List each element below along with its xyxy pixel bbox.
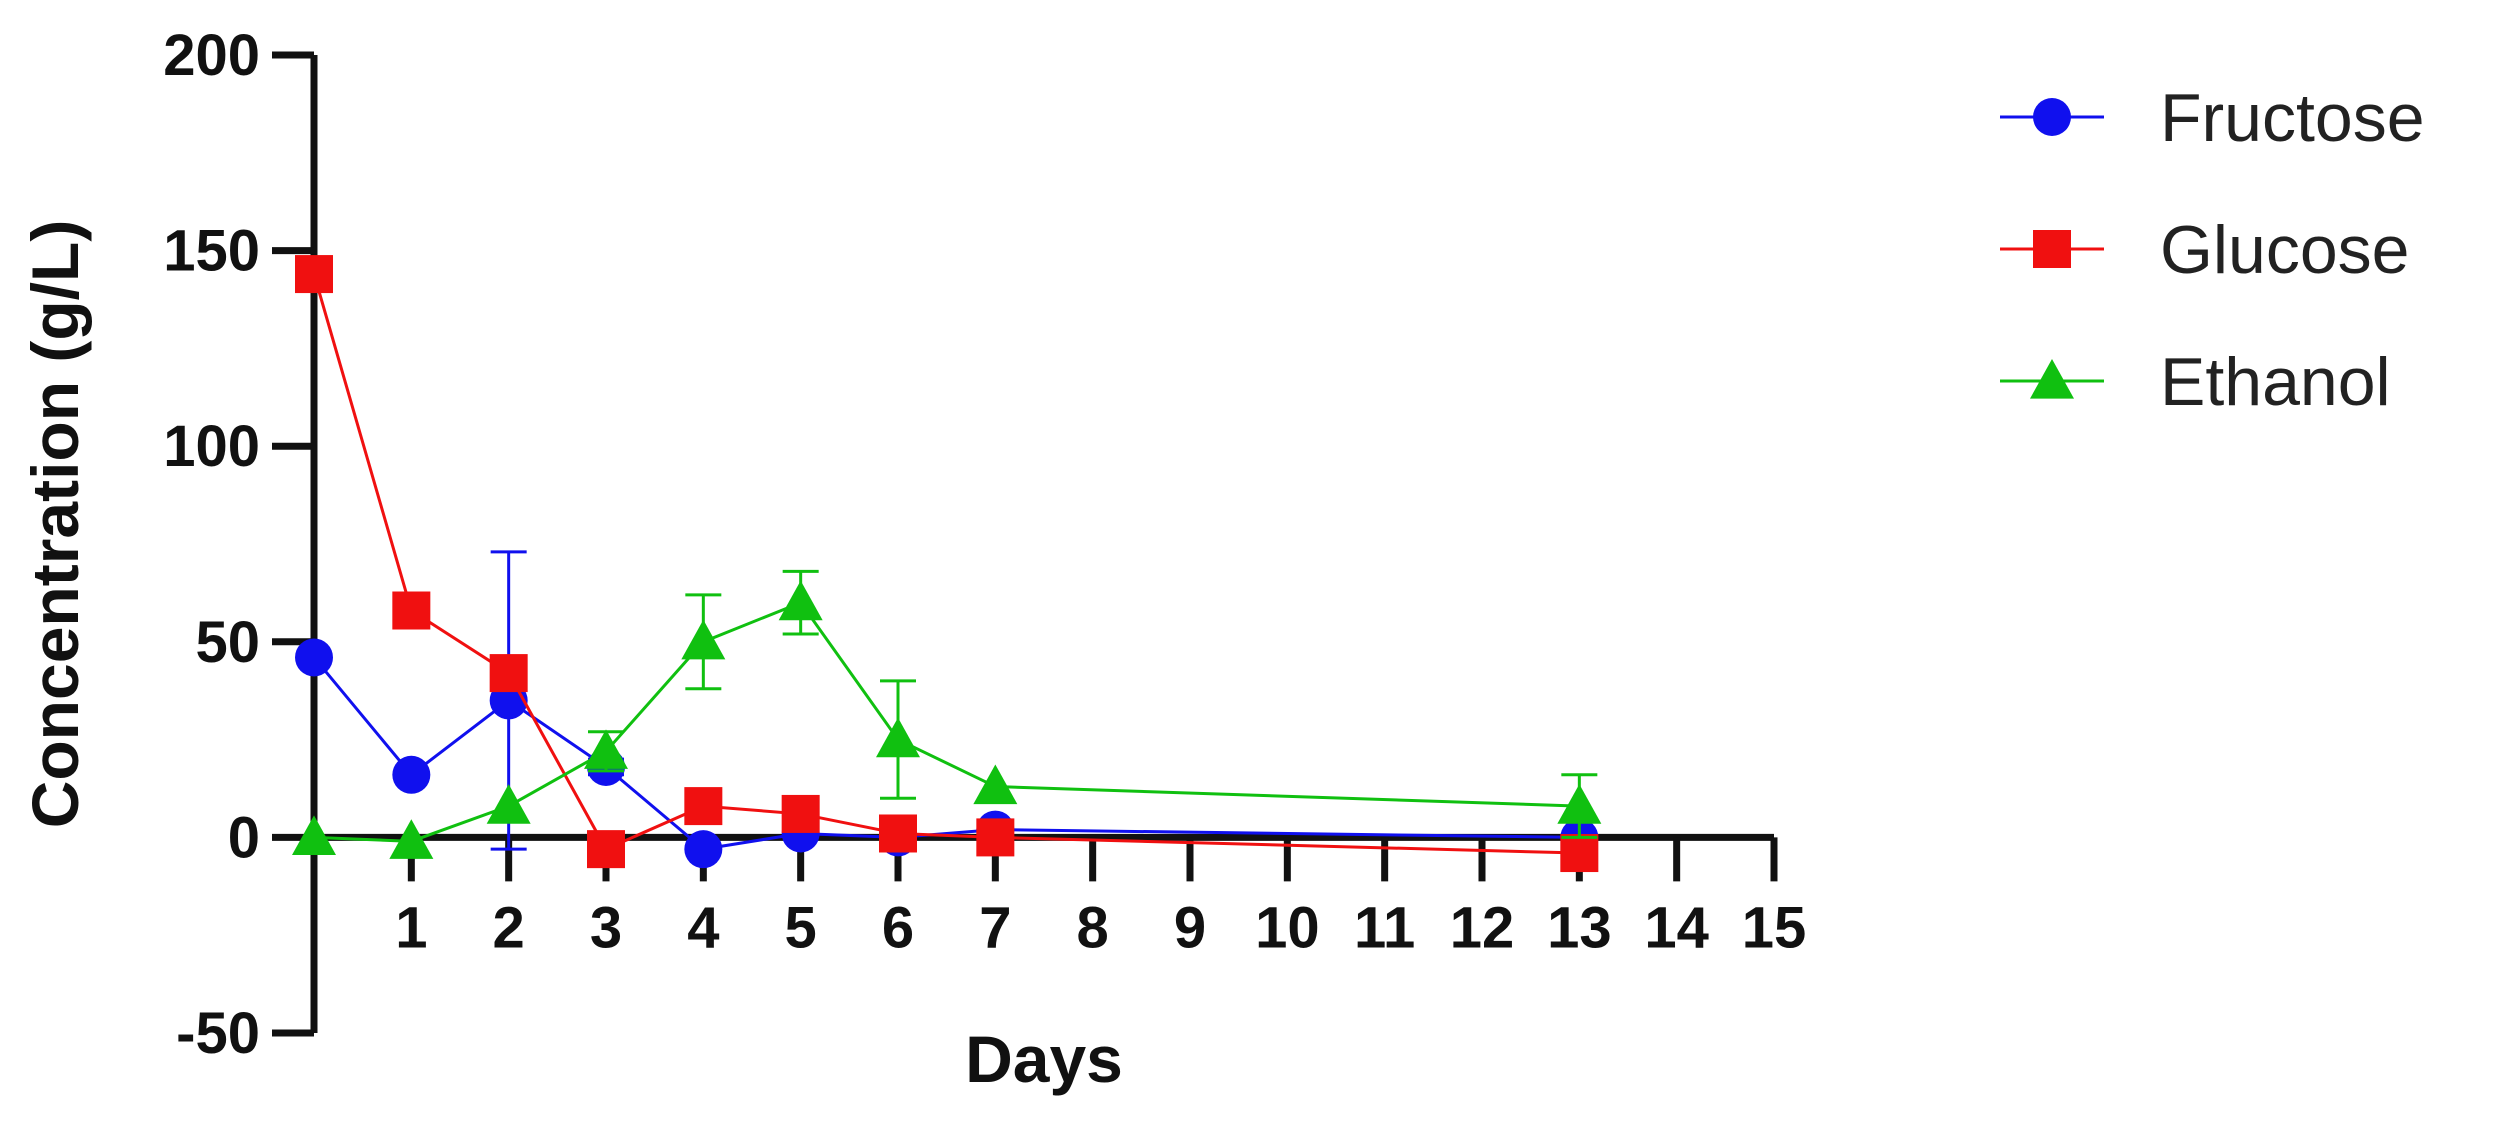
x-tick-label: 12 bbox=[1450, 895, 1515, 960]
data-point bbox=[292, 815, 336, 855]
x-tick-label: 1 bbox=[395, 895, 427, 960]
y-tick-label: 0 bbox=[228, 805, 260, 870]
y-tick-label: 100 bbox=[163, 414, 260, 479]
series-ethanol bbox=[292, 569, 1602, 859]
y-axis-title: Concentration (g/L) bbox=[18, 220, 92, 829]
series-line bbox=[312, 273, 1580, 855]
data-point bbox=[587, 830, 625, 869]
data-point bbox=[486, 784, 531, 824]
x-tick-label: 8 bbox=[1077, 895, 1109, 960]
legend-marker bbox=[2030, 359, 2074, 399]
legend-marker bbox=[2033, 230, 2071, 268]
x-tick-label: 11 bbox=[1354, 895, 1415, 960]
x-tick-label: 3 bbox=[590, 895, 622, 960]
data-point bbox=[879, 814, 917, 853]
series-glucose bbox=[295, 255, 1599, 873]
legend-label: Ethanol bbox=[2160, 344, 2391, 420]
data-point bbox=[295, 638, 333, 677]
data-point bbox=[489, 654, 528, 693]
data-point bbox=[684, 830, 723, 869]
data-point bbox=[681, 619, 726, 660]
legend-marker bbox=[2033, 98, 2071, 136]
data-point bbox=[778, 580, 823, 621]
data-point bbox=[781, 794, 820, 833]
legend-label: Glucose bbox=[2160, 212, 2409, 288]
legend-item-fructose: Fructose bbox=[2000, 80, 2425, 156]
x-tick-label: 10 bbox=[1255, 895, 1320, 960]
data-point bbox=[295, 255, 333, 294]
data-point bbox=[973, 764, 1018, 805]
y-tick-label: -50 bbox=[176, 1001, 260, 1066]
data-point bbox=[1557, 784, 1602, 824]
data-point bbox=[1560, 834, 1599, 873]
series-layer bbox=[292, 255, 1602, 873]
x-tick-label: 15 bbox=[1742, 895, 1807, 960]
y-tick-label: 200 bbox=[163, 23, 260, 88]
data-point bbox=[976, 818, 1015, 857]
legend-item-glucose: Glucose bbox=[2000, 212, 2409, 288]
x-tick-label: 4 bbox=[687, 895, 719, 960]
data-point bbox=[389, 819, 434, 859]
legend: Fructose Glucose Ethanol bbox=[2000, 80, 2425, 420]
data-point bbox=[392, 755, 431, 794]
data-point bbox=[876, 717, 920, 758]
data-point bbox=[392, 591, 431, 630]
x-tick-label: 6 bbox=[882, 895, 914, 960]
legend-item-ethanol: Ethanol bbox=[2000, 344, 2391, 420]
x-axis-title: Days bbox=[965, 1022, 1123, 1096]
data-point bbox=[584, 729, 628, 769]
legend-label: Fructose bbox=[2160, 80, 2425, 156]
data-point bbox=[684, 787, 723, 826]
x-tick-label: 7 bbox=[979, 895, 1011, 960]
y-tick-label: 50 bbox=[195, 610, 260, 675]
x-tick-label: 14 bbox=[1644, 895, 1709, 960]
x-tick-label: 5 bbox=[785, 895, 817, 960]
x-tick-label: 13 bbox=[1547, 895, 1612, 960]
x-tick-label: 2 bbox=[493, 895, 525, 960]
x-tick-label: 9 bbox=[1174, 895, 1206, 960]
y-tick-label: 150 bbox=[163, 219, 260, 284]
